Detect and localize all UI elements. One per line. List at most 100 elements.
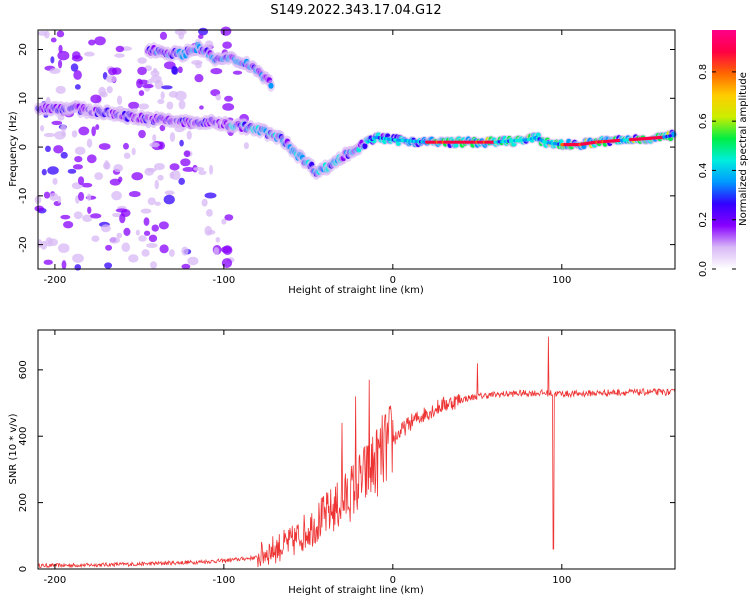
heatmap-cell	[73, 211, 83, 220]
snr-x-tick-label: 100	[552, 575, 571, 586]
heatmap-cell	[111, 190, 122, 201]
heatmap-cell	[177, 66, 183, 74]
heatmap-cell	[183, 150, 191, 157]
heatmap-cell	[43, 259, 53, 265]
colorbar-gradient	[712, 30, 736, 269]
heatmap-y-label: Frequency (Hz)	[8, 111, 19, 187]
heatmap-cell	[137, 57, 147, 64]
heatmap-cell	[194, 74, 204, 83]
heatmap-cell	[163, 194, 175, 205]
heatmap-cell	[179, 139, 184, 147]
colorbar-tick-label: 0.0	[698, 261, 709, 277]
heatmap-cell	[72, 253, 84, 263]
heatmap-cell	[53, 145, 64, 154]
colorbar: 0.0 0.2 0.4 0.6 0.8 Normalized spectral ampl…	[698, 30, 749, 277]
heatmap-cell	[39, 125, 45, 132]
heatmap-cell	[150, 75, 162, 84]
heatmap-frame	[37, 29, 676, 270]
snr-y-ticks: 0 200 400 600	[18, 360, 675, 572]
heatmap-cell	[221, 218, 227, 225]
snr-x-tick-label: 0	[390, 575, 396, 586]
heatmap-cell	[104, 262, 113, 269]
heatmap-cell	[161, 85, 173, 90]
heatmap-cell	[43, 191, 51, 199]
heatmap-cell	[171, 66, 179, 75]
heatmap-cell	[121, 242, 131, 253]
heatmap-cell	[84, 51, 95, 57]
heatmap-cell	[91, 235, 100, 243]
heatmap-cell	[151, 224, 159, 232]
heatmap-cell	[112, 212, 122, 218]
heatmap-cell	[153, 163, 165, 171]
heatmap-cell	[56, 30, 65, 38]
heatmap-cell	[88, 39, 96, 46]
heatmap-cell	[98, 143, 111, 150]
heatmap-cell	[57, 59, 63, 69]
heatmap-x-tick-label: 0	[390, 275, 396, 286]
heatmap-cell	[123, 227, 131, 236]
heatmap-cell	[135, 229, 140, 236]
heatmap-cell	[243, 142, 249, 150]
heatmap-cell	[138, 103, 150, 110]
heatmap-y-tick-label: 20	[18, 43, 29, 56]
heatmap-cell	[57, 195, 62, 204]
heatmap-cell	[70, 63, 79, 72]
heatmap-cell	[60, 151, 68, 159]
heatmap-cell	[81, 182, 93, 188]
heatmap-cell	[199, 105, 204, 110]
heatmap-cell	[60, 214, 71, 220]
heatmap-cell	[116, 232, 123, 239]
heatmap-cell	[141, 249, 150, 257]
figure-title: S149.2022.343.17.04.G12	[270, 3, 441, 18]
snr-y-label: SNR (10 * v/v)	[8, 413, 19, 484]
heatmap-cell	[49, 192, 59, 201]
heatmap-cell	[221, 258, 233, 268]
snr-y-tick-label: 600	[18, 360, 29, 379]
heatmap-cell	[222, 103, 235, 111]
heatmap-cell	[201, 198, 208, 207]
heatmap-cell	[77, 176, 85, 185]
heatmap-cell	[232, 70, 243, 75]
heatmap-y-tick-label: -20	[18, 236, 29, 252]
heatmap-cell	[51, 120, 63, 126]
heatmap-cell	[50, 56, 55, 64]
heatmap-cell	[187, 256, 199, 266]
snr-x-label: Height of straight line (km)	[288, 585, 424, 596]
heatmap-cells	[34, 26, 678, 271]
heatmap-x-label: Height of straight line (km)	[288, 285, 424, 296]
heatmap-cell	[148, 234, 158, 243]
heatmap-cell	[198, 34, 204, 40]
heatmap-cell	[40, 240, 48, 250]
heatmap-cell	[159, 124, 166, 132]
heatmap-cell	[186, 130, 192, 140]
heatmap-cell	[142, 83, 154, 89]
heatmap-cell	[169, 132, 176, 142]
heatmap-cell	[147, 197, 156, 206]
heatmap-cell	[74, 84, 81, 90]
snr-frame	[37, 329, 676, 570]
heatmap-cell	[152, 134, 157, 142]
heatmap-cell	[74, 264, 82, 271]
heatmap-cell	[169, 163, 180, 171]
heatmap-cell	[154, 179, 159, 190]
heatmap-cell	[138, 129, 146, 139]
heatmap-cell	[74, 155, 83, 163]
heatmap-cell	[54, 130, 66, 140]
heatmap-cell	[146, 167, 157, 172]
heatmap-cell	[77, 191, 85, 201]
heatmap-cell	[73, 70, 82, 80]
heatmap-cell	[111, 67, 122, 75]
heatmap-cell	[198, 27, 209, 36]
heatmap-cell	[224, 214, 234, 221]
heatmap-y-tick-label: 0	[18, 144, 29, 150]
heatmap-cell	[268, 82, 274, 89]
heatmap-x-ticks: -200 -100 0 100	[44, 30, 571, 286]
heatmap-cell	[164, 190, 175, 196]
heatmap-cell	[204, 225, 213, 236]
snr-x-ticks: -200 -100 0 100	[44, 330, 571, 586]
heatmap-cell	[63, 221, 74, 229]
heatmap-cell	[50, 37, 57, 43]
colorbar-tick-label: 0.2	[698, 212, 709, 228]
